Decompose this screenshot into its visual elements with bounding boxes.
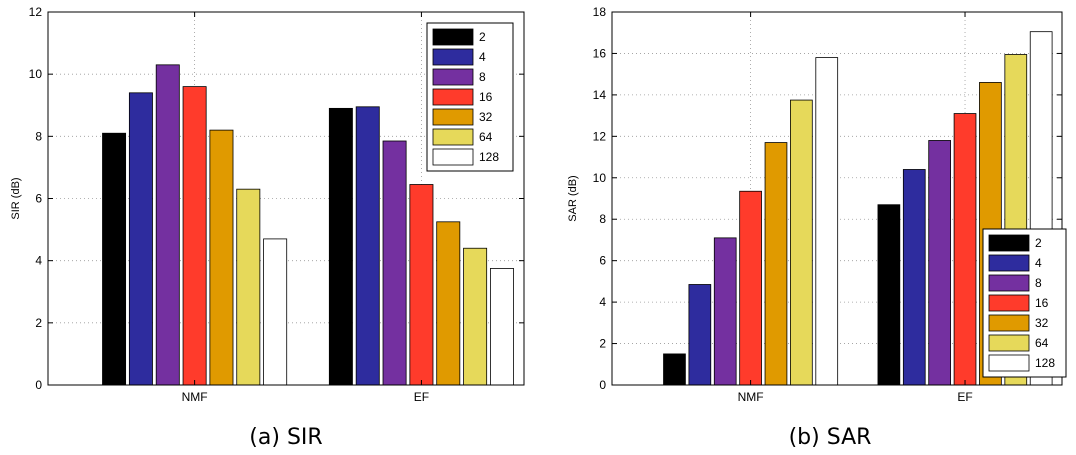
legend-label-32: 32 — [1035, 316, 1049, 330]
legend-swatch-128 — [988, 354, 1030, 372]
legend-label-2: 2 — [1035, 236, 1042, 250]
bar-nmf-4 — [688, 284, 712, 386]
y-tick-label: 10 — [29, 67, 43, 81]
legend-swatch-8 — [432, 68, 474, 86]
legend-swatch-128 — [432, 148, 474, 166]
y-tick-label: 12 — [29, 5, 43, 19]
bar-nmf-32 — [209, 129, 234, 386]
legend-swatch-8 — [988, 274, 1030, 292]
legend-swatch-64 — [988, 334, 1030, 352]
y-tick-label: 8 — [35, 129, 42, 143]
bar-nmf-16 — [182, 86, 207, 386]
legend-swatch-4 — [432, 48, 474, 66]
legend-label-16: 16 — [479, 90, 493, 104]
bar-ef-2 — [328, 107, 353, 386]
bar-nmf-4 — [128, 92, 153, 386]
bar-nmf-32 — [764, 142, 788, 386]
y-tick-label: 2 — [599, 337, 606, 351]
chart-caption: (a) SIR — [249, 425, 322, 450]
bar-nmf-128 — [815, 57, 839, 386]
bar-ef-128 — [489, 268, 514, 386]
legend-label-8: 8 — [479, 70, 486, 84]
y-tick-label: 6 — [599, 254, 606, 268]
legend-swatch-2 — [988, 234, 1030, 252]
y-tick-label: 4 — [35, 254, 42, 268]
bar-ef-16 — [953, 113, 977, 386]
y-axis-label: SAR (dB) — [567, 175, 579, 221]
bar-nmf-2 — [663, 353, 686, 386]
y-tick-label: 0 — [35, 378, 42, 392]
legend-label-8: 8 — [1035, 276, 1042, 290]
bar-ef-4 — [355, 106, 380, 386]
y-tick-label: 2 — [35, 316, 42, 330]
legend-swatch-4 — [988, 254, 1030, 272]
x-tick-label-ef: EF — [414, 390, 429, 404]
legend-label-64: 64 — [479, 130, 493, 144]
bar-nmf-8 — [155, 64, 180, 386]
legend-swatch-64 — [432, 128, 474, 146]
y-tick-label: 0 — [599, 378, 606, 392]
y-tick-label: 6 — [35, 192, 42, 206]
bar-nmf-64 — [790, 99, 813, 386]
y-tick-label: 10 — [593, 171, 607, 185]
y-tick-label: 12 — [593, 129, 607, 143]
bar-ef-16 — [409, 184, 434, 386]
chart-panel-sar: 0 2 4 6 8 10 12 14 16 18 NMF EF SAR (dB) 2 4 8 16 32 64 128… — [567, 5, 1067, 450]
legend-label-16: 16 — [1035, 296, 1049, 310]
legend-swatch-16 — [988, 294, 1030, 312]
x-tick-label-nmf: NMF — [738, 390, 764, 404]
legend-label-32: 32 — [479, 110, 493, 124]
bar-ef-8 — [928, 140, 951, 386]
x-tick-label-ef: EF — [957, 390, 972, 404]
legend-label-4: 4 — [479, 50, 486, 64]
bar-ef-2 — [877, 204, 901, 386]
legend-label-4: 4 — [1035, 256, 1042, 270]
bar-ef-4 — [902, 169, 926, 386]
legend-swatch-32 — [432, 108, 474, 126]
y-tick-label: 8 — [599, 212, 606, 226]
y-tick-label: 14 — [593, 88, 607, 102]
legend-label-64: 64 — [1035, 336, 1049, 350]
bar-nmf-64 — [236, 188, 261, 386]
chart-caption: (b) SAR — [789, 425, 872, 450]
legend-label-128: 128 — [1035, 356, 1055, 370]
legend-label-128: 128 — [479, 150, 499, 164]
bar-nmf-128 — [263, 238, 288, 386]
y-tick-label: 18 — [593, 5, 607, 19]
chart-panel-sir: 0 2 4 6 8 10 12 NMF EF SIR (dB) 2 4 8 16 32 64 128 (a) SI… — [10, 5, 525, 450]
bar-nmf-16 — [739, 190, 762, 386]
legend: 2 4 8 16 32 64 128 — [426, 22, 514, 172]
bar-nmf-8 — [713, 237, 737, 386]
bar-nmf-2 — [102, 132, 127, 386]
legend: 2 4 8 16 32 64 128 — [982, 228, 1067, 378]
legend-swatch-32 — [988, 314, 1030, 332]
x-tick-label-nmf: NMF — [182, 390, 208, 404]
y-axis-label: SIR (dB) — [10, 177, 22, 219]
bar-ef-64 — [463, 247, 488, 386]
bar-ef-8 — [382, 140, 407, 386]
legend-label-2: 2 — [479, 30, 486, 44]
legend-swatch-16 — [432, 88, 474, 106]
legend-swatch-2 — [432, 28, 474, 46]
plot-area-frame — [611, 11, 1063, 386]
y-tick-label: 16 — [593, 46, 607, 60]
y-tick-label: 4 — [599, 295, 606, 309]
bar-ef-32 — [436, 221, 461, 386]
